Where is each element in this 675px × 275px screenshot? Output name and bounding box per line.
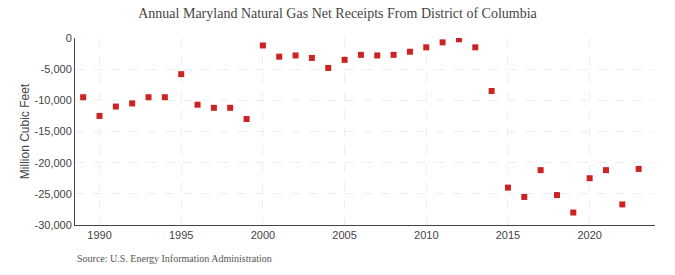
svg-text:-30,000: -30,000: [34, 219, 71, 231]
svg-text:2000: 2000: [251, 229, 275, 241]
svg-text:1990: 1990: [87, 229, 111, 241]
svg-text:1995: 1995: [169, 229, 193, 241]
svg-text:2020: 2020: [577, 229, 601, 241]
svg-text:-5,000: -5,000: [41, 63, 72, 75]
svg-text:-25,000: -25,000: [34, 188, 71, 200]
svg-text:-10,000: -10,000: [34, 94, 71, 106]
svg-text:2005: 2005: [332, 229, 356, 241]
svg-text:-15,000: -15,000: [34, 125, 71, 137]
svg-text:2015: 2015: [496, 229, 520, 241]
svg-text:-20,000: -20,000: [34, 157, 71, 169]
svg-text:Source: U.S. Energy Informatio: Source: U.S. Energy Information Administ…: [77, 253, 272, 264]
svg-text:Million Cubic Feet: Million Cubic Feet: [18, 83, 32, 179]
svg-text:Annual Maryland Natural Gas Ne: Annual Maryland Natural Gas Net Receipts…: [138, 6, 537, 21]
svg-text:0: 0: [66, 32, 72, 44]
svg-text:2010: 2010: [414, 229, 438, 241]
